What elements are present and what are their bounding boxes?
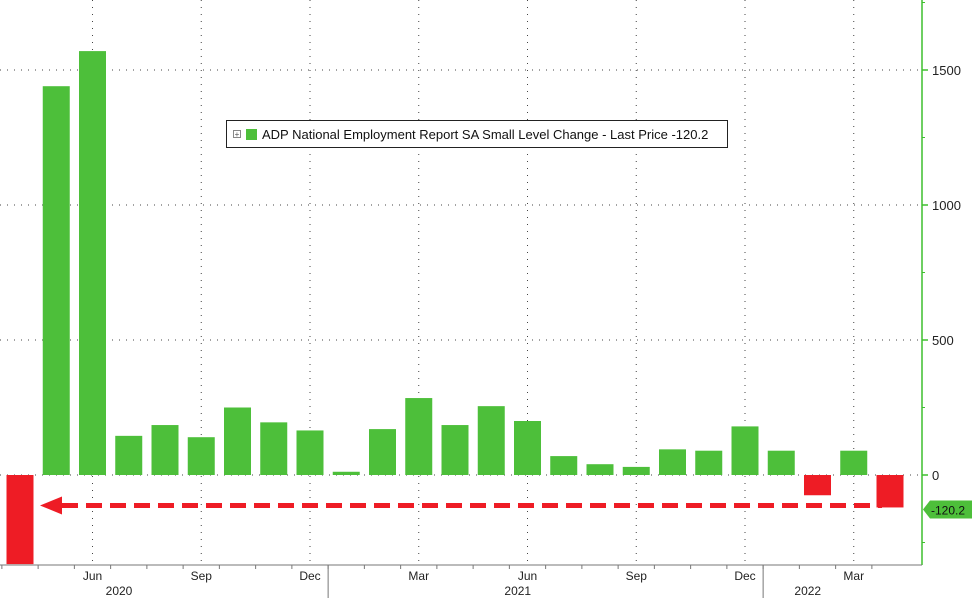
bar-Aug 2021 [586, 464, 614, 475]
bar-Jul 2020 [115, 435, 143, 475]
y-tick-label: 0 [932, 468, 939, 483]
x-month-label: Jun [518, 569, 537, 583]
bar-Jun 2021 [514, 421, 541, 475]
x-year-label: 2022 [794, 584, 821, 598]
bar-Nov 2020 [260, 422, 288, 475]
x-month-label: Mar [408, 569, 429, 583]
bar-Nov 2021 [695, 450, 723, 475]
x-month-label: Dec [299, 569, 320, 583]
x-year-label: 2021 [504, 584, 531, 598]
bars [6, 51, 904, 565]
bar-May 2020 [42, 86, 70, 475]
x-month-label: Mar [843, 569, 864, 583]
last-value-badge-label: -120.2 [931, 503, 965, 517]
bar-Feb 2021 [369, 429, 396, 475]
bar-Jan 2021 [332, 471, 360, 475]
bar-Oct 2020 [224, 407, 251, 475]
bar-Oct 2021 [659, 449, 686, 475]
bar-May 2021 [477, 406, 505, 475]
bar-Apr 2022 [876, 475, 904, 508]
bar-Apr 2021 [441, 425, 469, 475]
x-month-label: Dec [734, 569, 755, 583]
legend-expand-icon[interactable]: + [233, 130, 241, 139]
x-month-label: Sep [191, 569, 213, 583]
bar-Jul 2021 [550, 456, 578, 475]
x-year-label: 2020 [106, 584, 133, 598]
last-price-arrow [40, 496, 882, 515]
bar-Dec 2021 [731, 426, 759, 475]
last-value-badge [923, 500, 972, 519]
y-tick-label: 1500 [932, 63, 961, 78]
bar-Mar 2021 [405, 398, 433, 475]
legend: + ADP National Employment Report SA Smal… [226, 120, 728, 148]
gridlines [0, 0, 922, 565]
x-month-label: Sep [626, 569, 648, 583]
bar-Sep 2020 [187, 437, 215, 475]
bar-Aug 2020 [151, 425, 179, 475]
y-tick-label: 1000 [932, 198, 961, 213]
bar-Mar 2022 [840, 450, 868, 475]
bar-Dec 2020 [296, 430, 324, 475]
bar-Jun 2020 [79, 51, 106, 475]
bar-Sep 2021 [622, 466, 650, 475]
bar-Jan 2022 [767, 450, 795, 475]
bar-Apr 2020 [6, 475, 34, 565]
y-tick-label: 500 [932, 333, 954, 348]
legend-swatch [246, 128, 257, 140]
legend-label: ADP National Employment Report SA Small … [262, 126, 709, 142]
bar-Feb 2022 [804, 475, 831, 496]
x-month-label: Jun [83, 569, 102, 583]
arrow-head [40, 496, 62, 515]
